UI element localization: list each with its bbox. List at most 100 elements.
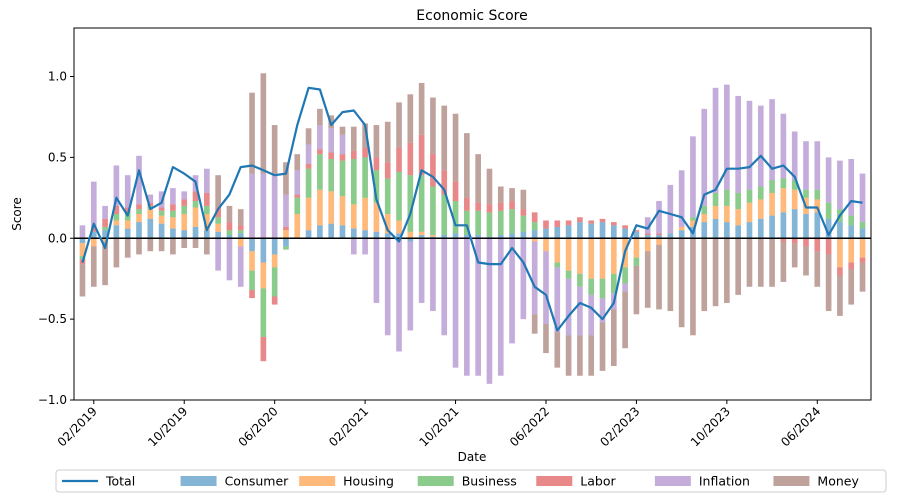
bar-housing xyxy=(633,238,640,258)
bar-business xyxy=(554,262,561,268)
bar-money xyxy=(113,238,120,268)
bar-consumer xyxy=(430,236,436,239)
bar-business xyxy=(803,189,809,198)
bar-money xyxy=(430,97,436,155)
bar-housing xyxy=(407,231,414,239)
bar-consumer xyxy=(124,228,131,239)
bar-labor xyxy=(124,207,131,213)
bar-business xyxy=(283,246,289,250)
bar-inflation xyxy=(497,238,504,376)
bar-money xyxy=(554,332,561,368)
bar-money xyxy=(656,244,662,310)
bar-consumer xyxy=(418,235,425,239)
y-tick-label: −0.5 xyxy=(38,312,67,326)
bar-business xyxy=(486,212,493,237)
legend-label-business: Business xyxy=(462,474,517,489)
bar-housing xyxy=(249,251,255,271)
legend-label-labor: Labor xyxy=(580,474,616,489)
bar-labor xyxy=(859,257,866,263)
bar-housing xyxy=(712,205,719,219)
bar-labor xyxy=(452,181,459,202)
bar-business xyxy=(294,197,301,214)
bar-consumer xyxy=(452,233,459,239)
bar-inflation xyxy=(791,131,798,181)
bar-consumer xyxy=(136,222,142,239)
bar-money xyxy=(644,251,651,308)
bar-inflation xyxy=(181,191,188,200)
bar-consumer xyxy=(362,230,368,239)
bar-labor xyxy=(350,150,357,160)
bar-consumer xyxy=(543,228,549,239)
bar-labor xyxy=(215,207,221,218)
bar-consumer xyxy=(339,225,346,239)
bar-labor xyxy=(102,218,108,227)
bar-consumer xyxy=(181,230,188,239)
bar-inflation xyxy=(565,278,572,336)
bar-inflation xyxy=(384,238,391,336)
bar-housing xyxy=(543,238,549,252)
bar-consumer xyxy=(497,235,504,239)
legend-label-money: Money xyxy=(817,474,859,489)
bar-consumer xyxy=(791,209,798,239)
x-tick-label: 02/2021 xyxy=(326,404,371,449)
bar-business xyxy=(396,171,402,221)
bar-business xyxy=(599,278,606,299)
bar-consumer xyxy=(350,228,357,239)
bar-inflation xyxy=(113,165,120,206)
bar-inflation xyxy=(407,241,414,331)
bar-housing xyxy=(848,238,855,263)
bar-labor xyxy=(237,225,244,231)
bar-labor xyxy=(204,192,210,206)
bar-inflation xyxy=(554,267,561,333)
bar-housing xyxy=(215,223,221,232)
x-tick-label: 10/2021 xyxy=(417,404,462,449)
bar-money xyxy=(497,186,504,203)
bar-money xyxy=(701,238,708,312)
bar-inflation xyxy=(328,128,335,153)
bar-labor xyxy=(362,147,368,158)
bar-inflation xyxy=(701,108,708,206)
bar-inflation xyxy=(735,95,741,193)
bar-housing xyxy=(79,243,86,257)
bar-money xyxy=(147,238,154,252)
x-tick-label: 10/2019 xyxy=(145,404,190,449)
bar-housing xyxy=(339,196,346,226)
bar-housing xyxy=(373,202,380,232)
bar-labor xyxy=(497,202,504,211)
bar-housing xyxy=(350,204,357,229)
x-tick-label: 10/2023 xyxy=(688,404,733,449)
bar-inflation xyxy=(690,136,696,218)
bar-money xyxy=(79,264,86,297)
bar-inflation xyxy=(317,125,323,150)
bar-money xyxy=(520,189,527,210)
y-tick-label: 1.0 xyxy=(48,70,67,84)
bar-labor xyxy=(848,262,855,269)
bar-money xyxy=(204,238,210,255)
legend-swatch-labor xyxy=(536,476,573,486)
bar-labor xyxy=(305,163,312,169)
bar-consumer xyxy=(814,212,821,239)
bar-housing xyxy=(735,209,741,226)
bar-inflation xyxy=(464,238,470,376)
bar-inflation xyxy=(577,286,583,336)
bar-housing xyxy=(430,235,436,237)
bar-money xyxy=(362,123,368,148)
bar-business xyxy=(317,154,323,190)
bar-business xyxy=(362,157,368,198)
bar-money xyxy=(249,92,255,174)
bar-labor xyxy=(384,162,391,179)
bar-housing xyxy=(113,220,120,226)
bar-labor xyxy=(147,202,154,206)
bar-labor xyxy=(837,267,843,276)
bar-housing xyxy=(837,238,843,268)
bar-money xyxy=(678,238,685,328)
bar-consumer xyxy=(757,218,764,239)
bar-labor xyxy=(283,226,289,231)
bar-inflation xyxy=(622,283,628,292)
bar-money xyxy=(531,314,538,334)
bar-consumer xyxy=(667,233,674,239)
bar-inflation xyxy=(260,173,267,239)
bar-business xyxy=(780,178,787,189)
bar-consumer xyxy=(170,228,176,239)
bar-housing xyxy=(260,262,267,289)
